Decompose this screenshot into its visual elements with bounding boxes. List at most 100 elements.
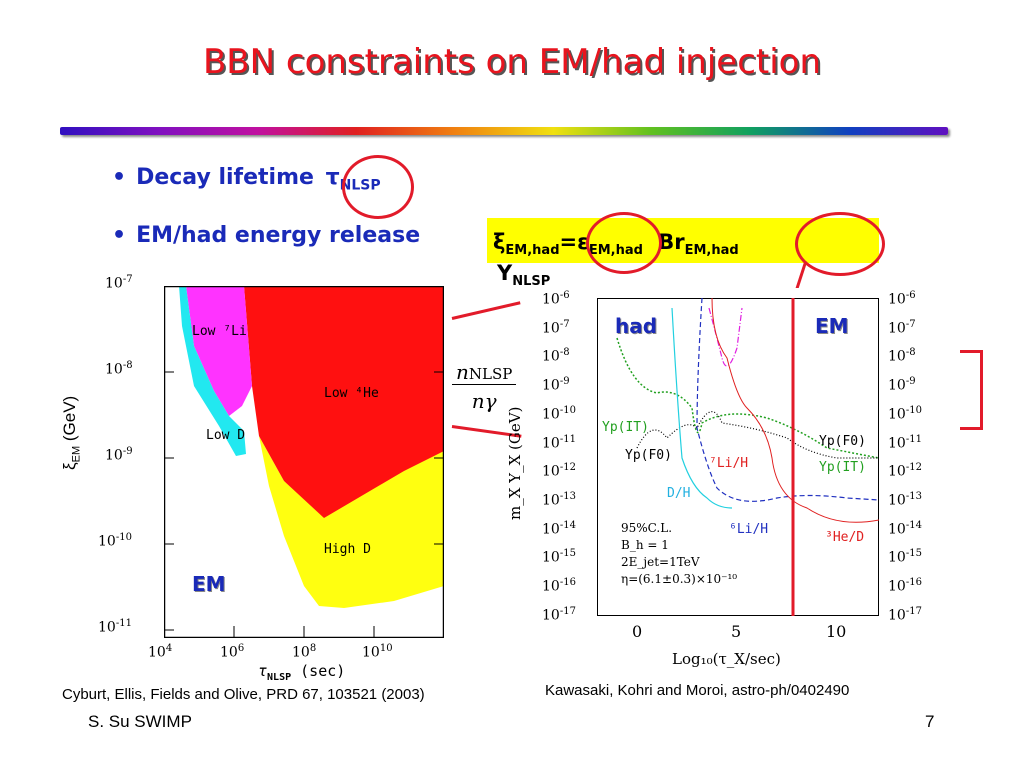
title-divider <box>60 127 948 135</box>
label-dh: D/H <box>667 486 691 501</box>
right-ytick: 10-13 <box>542 491 576 509</box>
tick-base: 10 <box>888 607 906 624</box>
highlight-ring-tau <box>342 155 414 219</box>
bullet-dot: • <box>112 165 127 190</box>
tick-base: 10 <box>888 291 906 308</box>
right-had-label: had <box>615 314 658 338</box>
tick-exp: -16 <box>905 577 922 588</box>
tick-exp: -17 <box>559 605 576 617</box>
xlabel-unit: (sec) <box>300 662 346 680</box>
bullet-text: EM/had energy release <box>136 223 421 248</box>
page-number: 7 <box>925 712 935 731</box>
tick-exp: -9 <box>905 376 916 388</box>
region-high-d <box>259 436 444 608</box>
tick-base: 10 <box>542 377 560 394</box>
ylabel-sub: EM <box>70 445 83 463</box>
tick-base: 10 <box>888 377 906 394</box>
right-ytick: 10-9 <box>888 376 916 394</box>
tick-exp: -7 <box>559 318 570 330</box>
left-ytick-2: 10-9 <box>105 446 133 464</box>
right-citation: Kawasaki, Kohri and Moroi, astro-ph/0402… <box>545 682 850 699</box>
right-xlabel: Log₁₀(τ_X/sec) <box>672 650 781 668</box>
footer-author: S. Su SWIMP <box>88 712 192 731</box>
bullet-lifetime: • Decay lifetime τNLSP <box>112 165 381 193</box>
left-xlabel: τNLSP (sec) <box>258 662 345 683</box>
right-ytick: 10-15 <box>542 548 576 566</box>
right-plot-params: 95%C.L. B_h = 1 2E_jet=1TeV η=(6.1±0.3)×… <box>621 520 737 588</box>
tick-base: 10 <box>220 644 238 661</box>
tick-exp: -16 <box>559 577 576 588</box>
tick-base: 10 <box>888 578 906 595</box>
left-plot: Low ⁷Li Low ⁴He Low D High D EM <box>163 285 445 639</box>
tick-exp: -10 <box>905 404 922 416</box>
right-ytick: 10-8 <box>542 347 570 365</box>
tick-exp: -11 <box>905 433 922 445</box>
label-low-d: Low D <box>206 428 246 443</box>
left-xtick-0: 104 <box>148 643 172 661</box>
left-plot-y-ticks <box>164 285 444 631</box>
equals-sign: = <box>559 230 578 254</box>
ylabel-unit: (GeV) <box>60 395 79 442</box>
left-citation: Cyburt, Ellis, Fields and Olive, PRD 67,… <box>62 686 425 703</box>
right-ytick: 10-9 <box>542 376 570 394</box>
n-symbol: n <box>456 360 469 384</box>
left-xtick-2: 108 <box>292 643 316 661</box>
y-symbol: Y <box>497 261 513 285</box>
label-low-he: Low ⁴He <box>324 386 379 401</box>
label-li7: ⁷Li/H <box>709 456 749 471</box>
left-xtick-1: 106 <box>220 643 244 661</box>
tick-exp: 10 <box>379 643 393 654</box>
tick-exp: 4 <box>165 643 173 654</box>
tick-exp: -8 <box>905 347 916 359</box>
tick-base: 10 <box>542 492 560 509</box>
tick-exp: -7 <box>905 318 916 330</box>
fraction-nlsp: nNLSP nγ <box>452 360 517 413</box>
right-xtick-1: 5 <box>731 622 742 641</box>
tick-base: 10 <box>542 521 560 538</box>
tick-base: 10 <box>98 619 116 636</box>
label-he3: ³He/D <box>825 530 865 545</box>
curve-he3 <box>711 297 880 523</box>
tick-base: 10 <box>542 607 560 624</box>
epsilon-symbol: ε <box>577 230 589 254</box>
tick-base: 10 <box>542 435 560 452</box>
tick-exp: -7 <box>122 274 133 285</box>
tick-exp: -9 <box>559 376 570 388</box>
tick-base: 10 <box>542 549 560 566</box>
tick-exp: -6 <box>905 290 916 301</box>
xi-symbol: ξ <box>493 230 506 254</box>
highlight-ring-br <box>795 212 885 276</box>
br-sub: EM,had <box>684 243 739 259</box>
tick-base: 10 <box>888 463 906 480</box>
fraction-numerator: nNLSP <box>452 360 517 385</box>
tick-base: 10 <box>362 644 380 661</box>
right-ytick: 10-17 <box>542 606 576 624</box>
right-ytick: 10-12 <box>888 462 922 480</box>
tick-exp: -12 <box>905 462 922 474</box>
tick-exp: -6 <box>559 290 570 301</box>
right-ylabel: m_X Y_X (GeV) <box>506 406 524 520</box>
right-em-label: EM <box>815 314 849 338</box>
right-ytick: 10-14 <box>888 520 922 538</box>
left-ytick-1: 10-8 <box>105 360 133 378</box>
label-high-d: High D <box>324 542 371 557</box>
tick-exp: 8 <box>309 643 317 654</box>
bullet-text: Decay lifetime <box>136 165 314 190</box>
br-symbol: Br <box>658 230 685 254</box>
right-xtick-0: 0 <box>632 622 643 641</box>
right-plot-svg <box>597 297 880 616</box>
left-ytick-0: 10-7 <box>105 274 133 292</box>
tick-base: 10 <box>888 320 906 337</box>
left-xtick-3: 1010 <box>362 643 393 661</box>
left-ytick-3: 10-10 <box>98 532 132 550</box>
tick-exp: -8 <box>122 360 133 371</box>
bullet-dot: • <box>112 223 127 248</box>
bracket-right <box>938 350 983 430</box>
ylabel-symbol: ξ <box>60 462 79 470</box>
right-ytick: 10-10 <box>888 405 922 423</box>
tick-exp: -17 <box>905 605 922 617</box>
right-ytick: 10-6 <box>542 290 570 308</box>
tick-exp: -11 <box>559 433 576 445</box>
xi-sub: EM,had <box>505 243 560 259</box>
right-ytick: 10-16 <box>542 577 576 595</box>
